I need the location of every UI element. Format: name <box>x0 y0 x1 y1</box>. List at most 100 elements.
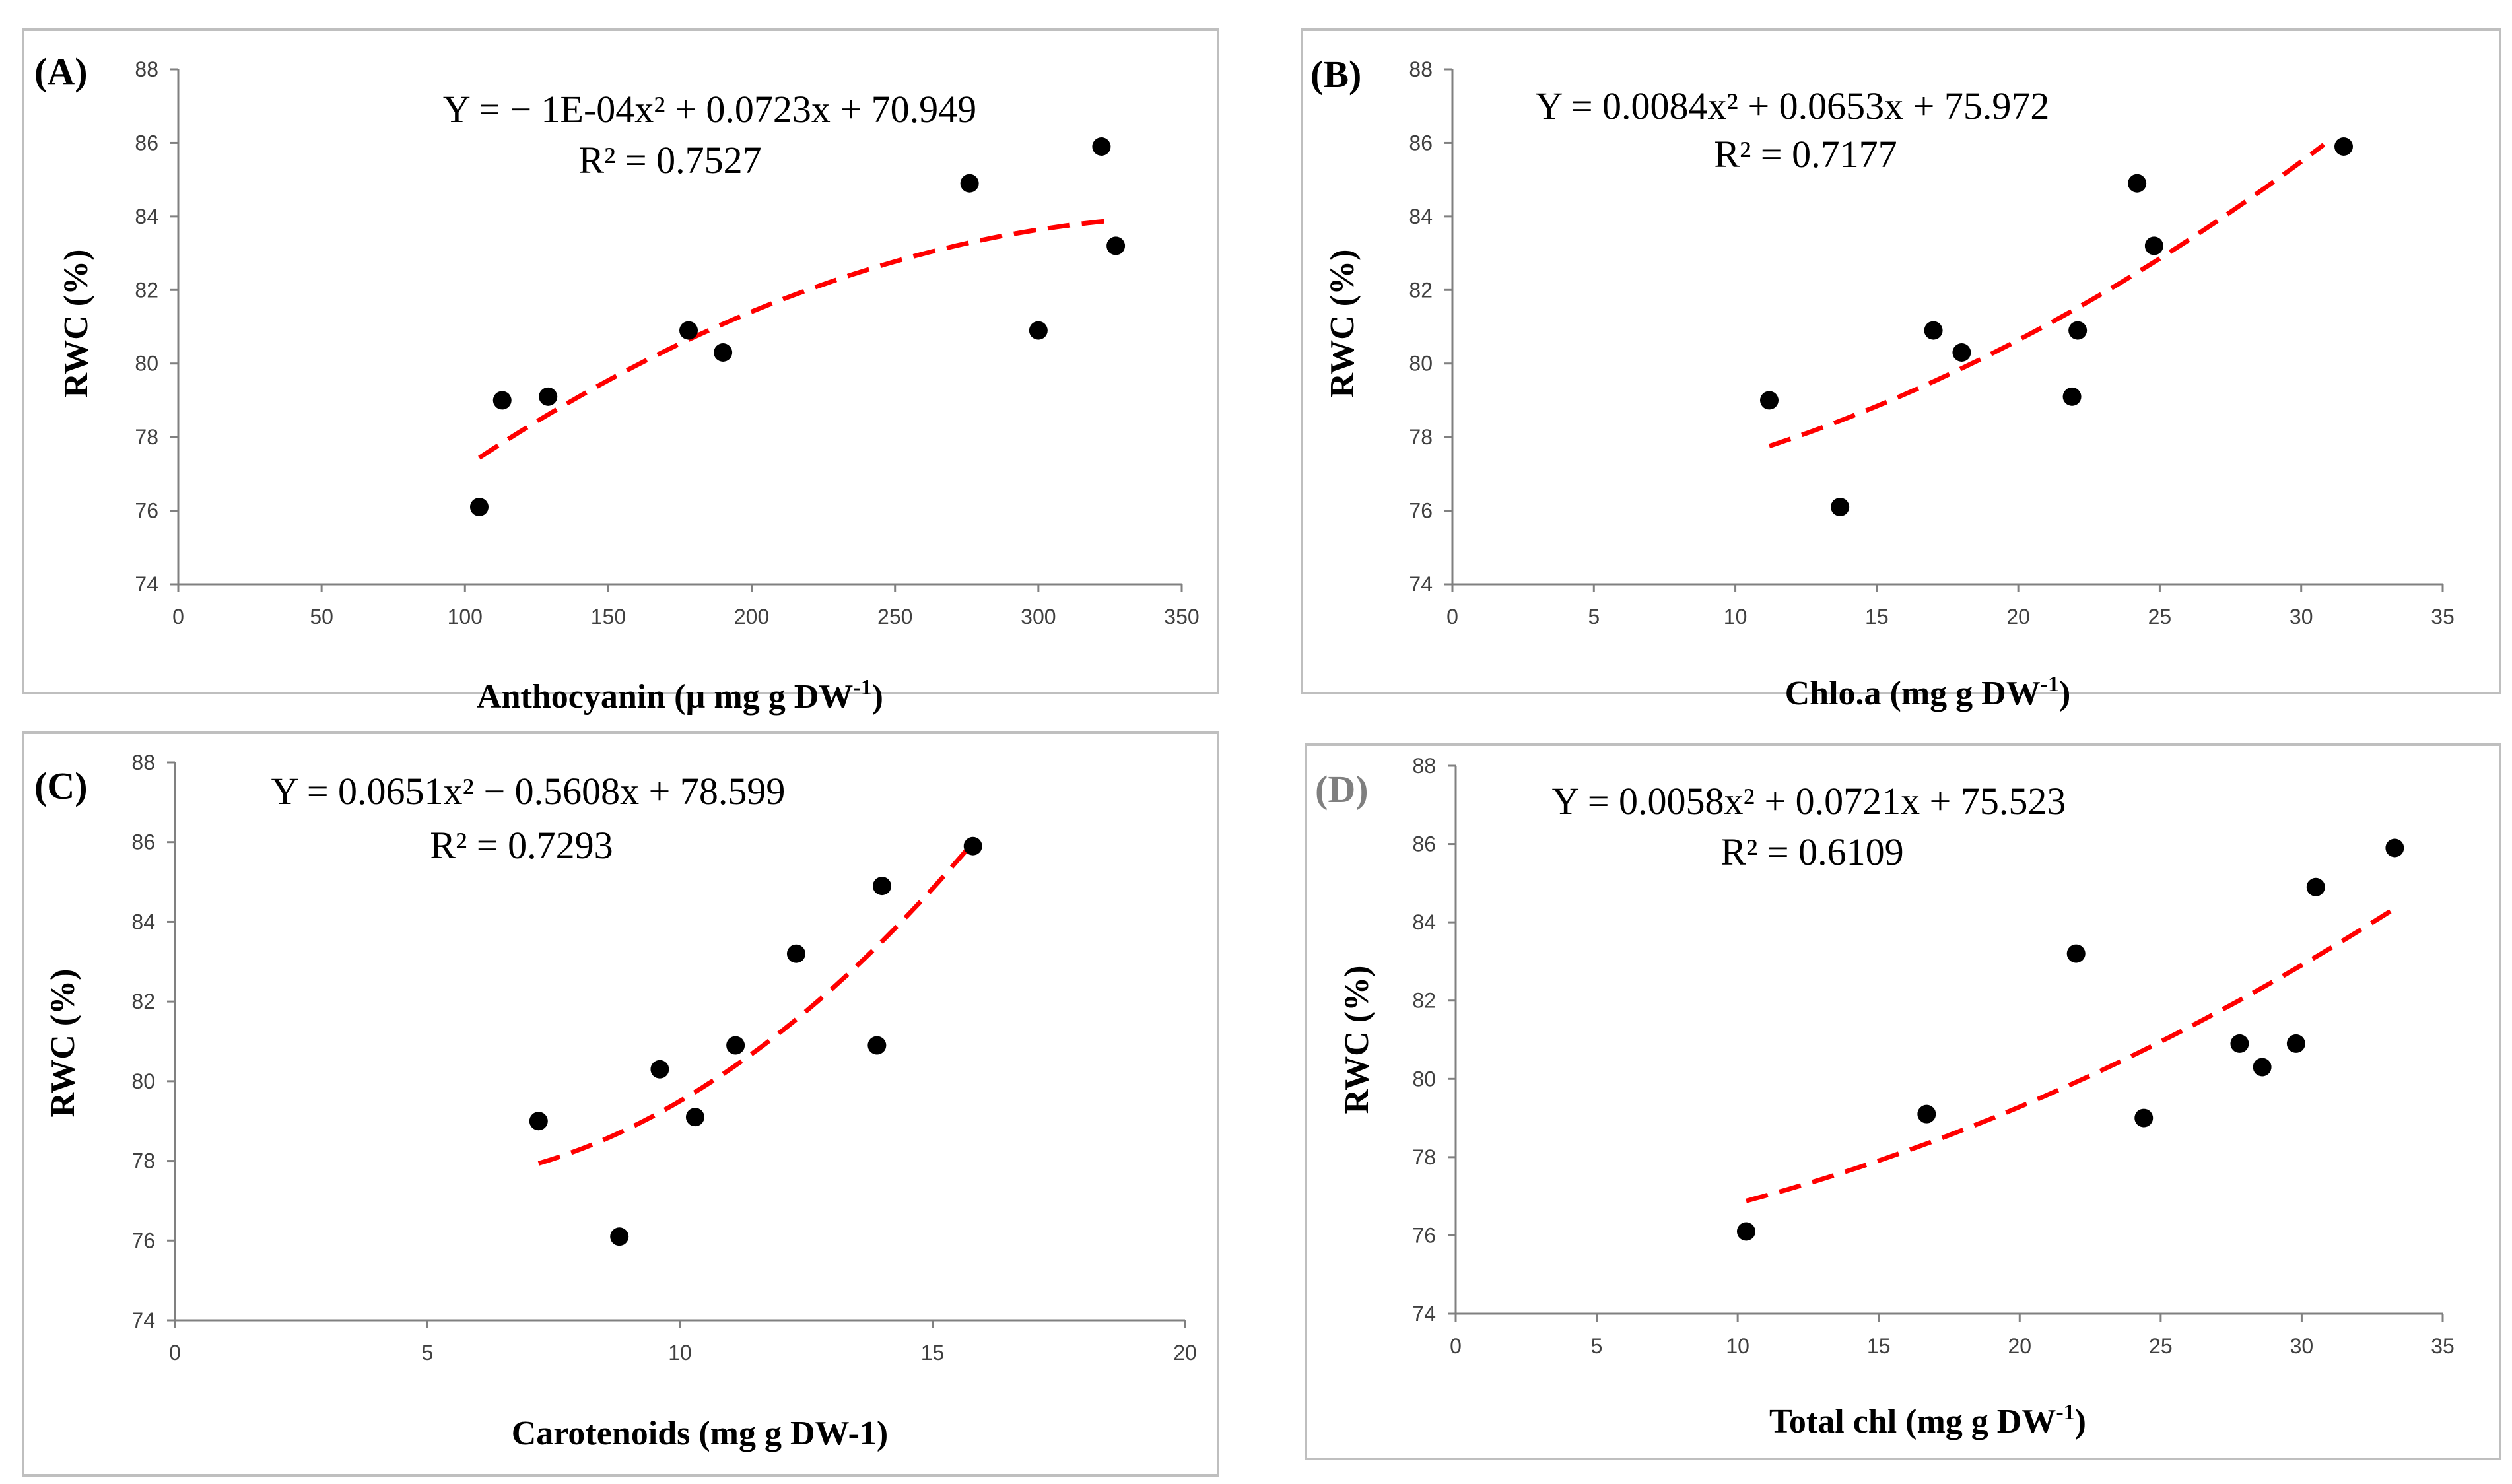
panel-label: (D) <box>1315 768 1369 811</box>
panel-label: (B) <box>1310 53 1361 96</box>
y-tick-label: 78 <box>131 1149 155 1173</box>
x-tick-label: 20 <box>2008 1334 2031 1358</box>
y-tick-label: 84 <box>1412 910 1436 934</box>
y-tick-label: 74 <box>135 572 158 596</box>
r-squared: R² = 0.7177 <box>1714 133 1897 176</box>
panel-label: (A) <box>34 50 88 93</box>
data-point <box>2306 877 2325 896</box>
x-tick-label: 250 <box>877 605 912 628</box>
data-point <box>963 836 982 856</box>
y-tick-label: 76 <box>131 1229 155 1252</box>
x-tick-label: 5 <box>1591 1334 1603 1358</box>
data-point <box>1029 321 1048 340</box>
data-point <box>873 877 891 896</box>
data-point <box>2286 1034 2305 1053</box>
trend-line <box>1768 143 2326 449</box>
x-tick-label: 10 <box>1724 605 1748 628</box>
data-point <box>1736 1222 1755 1241</box>
x-tick-label: 0 <box>1450 1334 1462 1358</box>
data-point <box>1106 236 1126 255</box>
panel-d: 74 76 78 80 82 84 86 88 0 5 10 15 20 25 30 35 (D) Y = 0.0… <box>1305 743 2501 1460</box>
y-tick-label: 78 <box>1412 1145 1436 1169</box>
x-axis-title: Chlo.a (mg g DW-1) <box>1785 672 2071 712</box>
y-tick-label: 88 <box>1409 57 1433 81</box>
y-tick-label: 86 <box>1412 832 1436 856</box>
x-tick-label: 150 <box>591 605 626 628</box>
trend-line <box>1746 906 2396 1203</box>
x-tick-label: 200 <box>734 605 769 628</box>
y-tick-label: 80 <box>131 1069 155 1093</box>
x-tick-label: 30 <box>2290 605 2313 628</box>
y-tick-label: 88 <box>131 751 155 774</box>
y-tick-label: 82 <box>1412 989 1436 1013</box>
y-tick-label: 88 <box>1412 754 1436 778</box>
x-axis-title: Carotenoids (mg g DW-1) <box>512 1415 889 1452</box>
x-axis-title: Total chl (mg g DW-1) <box>1769 1400 2086 1440</box>
x-tick-label: 20 <box>1173 1341 1197 1365</box>
data-point <box>685 1108 704 1127</box>
x-tick-label: 35 <box>2431 605 2455 628</box>
data-point <box>960 174 979 193</box>
x-tick-label: 20 <box>2006 605 2030 628</box>
y-tick-label: 80 <box>135 352 158 376</box>
r-squared: R² = 0.6109 <box>1720 830 1903 873</box>
x-tick-label: 15 <box>1865 605 1889 628</box>
y-tick-label: 82 <box>1409 278 1433 302</box>
y-axis-title: RWC (%) <box>1338 966 1376 1114</box>
x-axis-title: Anthocyanin (µ mg g DW-1) <box>477 675 883 716</box>
y-tick-label: 84 <box>131 910 155 933</box>
data-point <box>2062 387 2082 406</box>
x-tick-label: 100 <box>448 605 483 628</box>
panel-frame <box>22 731 1219 1477</box>
y-tick-label: 78 <box>1409 425 1433 449</box>
data-point <box>539 387 558 406</box>
data-point <box>2385 838 2404 858</box>
y-tick-label: 76 <box>1412 1223 1436 1247</box>
y-tick-label: 80 <box>1409 352 1433 376</box>
data-point <box>492 391 512 410</box>
y-tick-label: 86 <box>131 830 155 854</box>
data-point <box>1831 498 1850 516</box>
y-tick-label: 84 <box>135 205 158 228</box>
y-tick-label: 76 <box>1409 499 1433 523</box>
data-point <box>2066 944 2086 963</box>
x-tick-label: 5 <box>1588 605 1600 628</box>
y-tick-label: 80 <box>1412 1067 1436 1091</box>
panel-frame <box>1305 743 2501 1460</box>
y-tick-label: 86 <box>1409 131 1433 154</box>
data-point <box>650 1060 669 1079</box>
data-point <box>529 1112 548 1131</box>
panel-frame <box>22 28 1219 694</box>
trend-equation: Y = 0.0058x² + 0.0721x + 75.523 <box>1552 780 2066 823</box>
y-tick-label: 82 <box>131 990 155 1013</box>
x-tick-label: 10 <box>668 1341 692 1365</box>
x-tick-label: 350 <box>1164 605 1199 628</box>
data-point <box>786 944 805 963</box>
data-point <box>1924 321 1943 340</box>
x-tick-label: 10 <box>1726 1334 1749 1358</box>
r-squared: R² = 0.7527 <box>578 139 761 182</box>
panel-c: 74 76 78 80 82 84 86 88 0 5 10 15 20 (C) Y = 0.0651x² … <box>22 731 1219 1477</box>
trend-line <box>478 219 1105 460</box>
data-point <box>726 1036 745 1055</box>
y-tick-label: 74 <box>1409 572 1433 596</box>
data-point <box>714 343 733 362</box>
y-axis-title: RWC (%) <box>57 250 95 398</box>
data-point <box>2334 137 2353 156</box>
x-tick-label: 25 <box>2149 1334 2173 1358</box>
y-tick-label: 84 <box>1409 205 1433 228</box>
panel-label: (C) <box>34 764 88 807</box>
y-tick-label: 74 <box>1412 1302 1436 1326</box>
data-point <box>867 1036 887 1055</box>
panel-frame <box>1301 28 2501 694</box>
x-tick-label: 300 <box>1021 605 1056 628</box>
x-tick-label: 35 <box>2431 1334 2455 1358</box>
data-point <box>679 321 698 340</box>
y-axis-title: RWC (%) <box>44 969 82 1118</box>
data-point <box>1952 343 1971 362</box>
r-squared: R² = 0.7293 <box>430 824 613 867</box>
y-tick-label: 76 <box>135 499 158 523</box>
trend-equation: Y = 0.0084x² + 0.0653x + 75.972 <box>1536 84 2050 127</box>
x-tick-label: 25 <box>2148 605 2172 628</box>
